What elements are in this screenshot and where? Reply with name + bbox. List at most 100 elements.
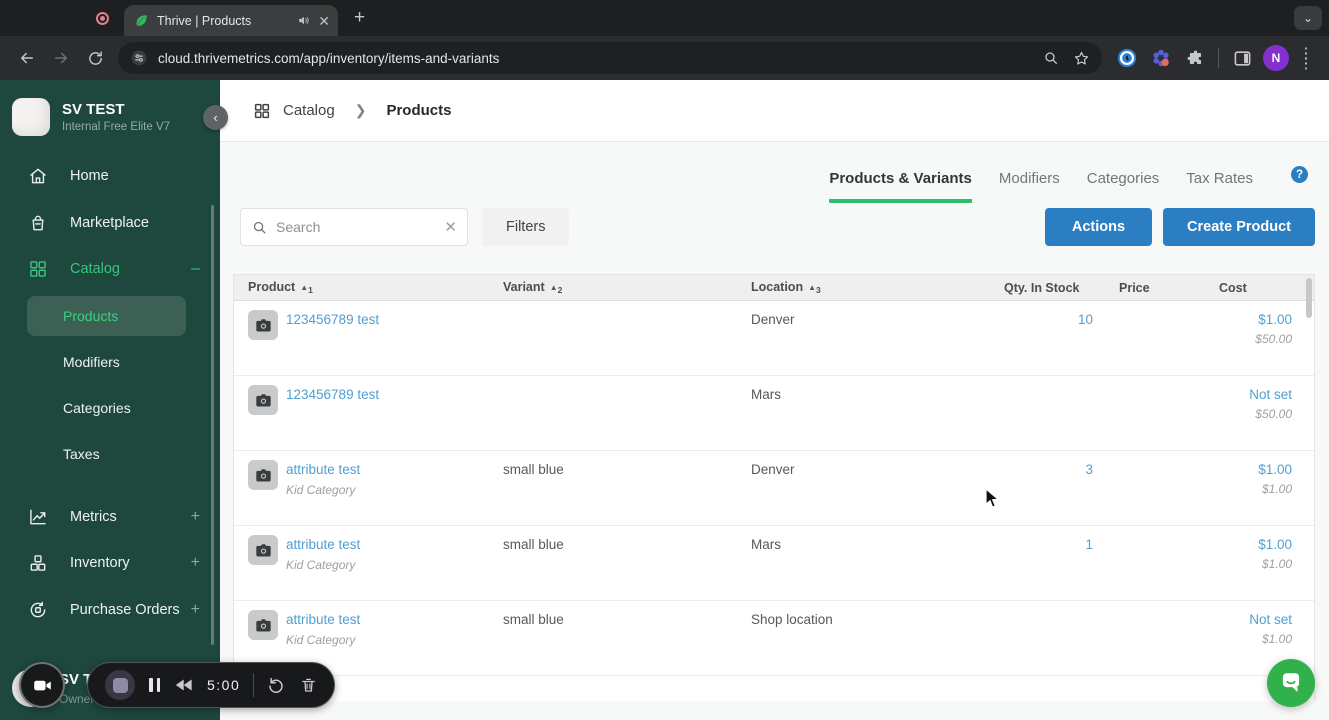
thrive-leaf-favicon — [136, 15, 147, 26]
search-icon — [253, 221, 266, 233]
browser-tab-bar: Thrive | Products ✕ + ⌄ — [0, 0, 1329, 36]
sidebar-item-purchase-orders[interactable]: Purchase Orders + — [0, 587, 220, 634]
cost-value: $1.00 — [1261, 557, 1292, 571]
org-header[interactable]: SV TEST Internal Free Elite V7 — [0, 80, 220, 150]
rewind-icon[interactable] — [175, 677, 194, 693]
product-link[interactable]: attribute test — [286, 537, 361, 552]
sidebar-item-marketplace[interactable]: Marketplace — [0, 200, 220, 247]
column-header-location[interactable]: Location ▲3 — [751, 280, 821, 295]
price-link[interactable]: $1.00 — [1258, 462, 1292, 477]
back-icon[interactable] — [12, 43, 42, 73]
browser-tab[interactable]: Thrive | Products ✕ — [124, 5, 338, 36]
qty-link[interactable]: 10 — [1077, 312, 1093, 327]
tab-tax-rates[interactable]: Tax Rates — [1186, 170, 1253, 187]
product-link[interactable]: 123456789 test — [286, 312, 380, 327]
sidebar-item-metrics[interactable]: Metrics + — [0, 494, 220, 541]
sidebar-item-inventory[interactable]: Inventory + — [0, 540, 220, 587]
home-icon — [28, 166, 48, 186]
qty-in-stock-cell — [990, 376, 1105, 450]
table-scrollbar[interactable] — [1306, 278, 1312, 318]
table-row[interactable]: attribute test Kid Category small blue Mars… — [234, 526, 1314, 601]
search-input[interactable] — [276, 219, 445, 235]
expand-plus-icon[interactable]: + — [190, 507, 200, 525]
browser-menu-icon[interactable]: ⋮ ⋮ ⋮ — [1298, 44, 1314, 72]
forward-icon[interactable] — [46, 43, 76, 73]
table-row[interactable]: 123456789 test Denver 10 $1.00 $50.00 — [234, 301, 1314, 376]
reload-icon[interactable] — [80, 43, 110, 73]
sidebar-subitem-taxes[interactable]: Taxes — [0, 431, 220, 477]
sidebar-scrollbar[interactable] — [211, 205, 214, 645]
tab-modifiers[interactable]: Modifiers — [998, 170, 1060, 187]
location-cell: Mars — [751, 387, 781, 402]
actions-button[interactable]: Actions — [1044, 208, 1153, 246]
extensions-puzzle-icon[interactable] — [1181, 44, 1209, 72]
tab-products-variants[interactable]: Products & Variants — [829, 170, 972, 203]
password-manager-extension-icon[interactable] — [1113, 44, 1141, 72]
create-product-button[interactable]: Create Product — [1163, 208, 1315, 246]
filters-button[interactable]: Filters — [482, 208, 570, 246]
toolbar-divider — [1218, 48, 1219, 68]
table-row[interactable]: attribute test Kid Category small blue Shop… — [234, 601, 1314, 676]
collapse-minus-icon[interactable]: – — [191, 260, 200, 278]
table-controls: ✕ Filters Actions Create Product — [220, 200, 1329, 246]
sidebar-collapse-button[interactable]: ‹ — [203, 105, 228, 130]
tab-categories[interactable]: Categories — [1086, 170, 1160, 187]
sidebar-item-catalog[interactable]: Catalog – — [0, 246, 220, 293]
expand-plus-icon[interactable]: + — [190, 554, 200, 572]
camera-toggle-button[interactable] — [19, 662, 65, 708]
column-header-product[interactable]: Product ▲1 — [248, 280, 313, 295]
qty-link[interactable]: 1 — [1085, 537, 1093, 552]
help-icon[interactable]: ? — [1291, 166, 1308, 183]
variant-cell — [489, 376, 737, 450]
product-link[interactable]: attribute test — [286, 612, 361, 627]
product-link[interactable]: 123456789 test — [286, 387, 380, 402]
price-cell — [1105, 601, 1205, 675]
sidebar-subitem-label: Products — [63, 307, 119, 324]
column-header-cost[interactable]: Cost — [1219, 280, 1247, 295]
tab-close-icon[interactable]: ✕ — [318, 12, 330, 29]
sidebar-item-home[interactable]: Home — [0, 153, 220, 200]
price-link[interactable]: $1.00 — [1258, 312, 1292, 327]
stop-recording-button[interactable] — [105, 670, 135, 700]
marketplace-icon — [28, 213, 48, 233]
delete-recording-icon[interactable] — [300, 676, 317, 694]
chat-widget-button[interactable] — [1267, 659, 1315, 707]
tab-audio-icon[interactable] — [297, 14, 310, 27]
tab-list-chevron-button[interactable]: ⌄ — [1294, 6, 1322, 30]
qty-link[interactable]: 3 — [1085, 462, 1093, 477]
sidebar-subitem-modifiers[interactable]: Modifiers — [0, 339, 220, 385]
flower-extension-icon[interactable] — [1147, 44, 1175, 72]
cost-value: $50.00 — [1255, 407, 1292, 421]
pause-recording-button[interactable] — [149, 678, 160, 692]
sidebar-subitem-categories[interactable]: Categories — [0, 385, 220, 431]
location-cell: Mars — [751, 537, 781, 552]
search-box[interactable]: ✕ — [240, 208, 468, 246]
table-header: Product ▲1 Variant ▲2 Location ▲3 Qty. In Stoc… — [234, 275, 1314, 301]
side-panel-icon[interactable] — [1228, 44, 1256, 72]
price-link[interactable]: Not set — [1249, 612, 1292, 627]
column-header-qty-in-stock[interactable]: Qty. In Stock — [1004, 280, 1080, 295]
new-tab-button[interactable]: + — [354, 7, 366, 28]
table-row[interactable]: 123456789 test Mars Not set $50.00 — [234, 376, 1314, 451]
bookmark-star-icon[interactable] — [1073, 50, 1090, 67]
sidebar-subitem-products[interactable]: Products — [0, 293, 220, 339]
column-header-variant[interactable]: Variant ▲2 — [503, 280, 563, 295]
url-bar[interactable]: cloud.thrivemetrics.com/app/inventory/it… — [118, 42, 1102, 74]
restart-recording-icon[interactable] — [267, 676, 285, 694]
expand-plus-icon[interactable]: + — [190, 600, 200, 618]
column-header-price[interactable]: Price — [1119, 280, 1150, 295]
sidebar-item-label: Marketplace — [70, 214, 149, 231]
search-tabs-icon[interactable] — [1043, 50, 1059, 66]
price-cell — [1105, 301, 1205, 375]
product-link[interactable]: attribute test — [286, 462, 361, 477]
site-settings-icon[interactable] — [130, 49, 148, 67]
profile-avatar[interactable]: N — [1262, 44, 1290, 72]
price-link[interactable]: $1.00 — [1258, 537, 1292, 552]
search-clear-icon[interactable]: ✕ — [444, 219, 457, 236]
price-link[interactable]: Not set — [1249, 387, 1292, 402]
url-text[interactable]: cloud.thrivemetrics.com/app/inventory/it… — [158, 50, 500, 66]
breadcrumb-section[interactable]: Catalog — [283, 102, 335, 119]
product-category: Kid Category — [286, 558, 356, 572]
sort-order-number: 2 — [557, 285, 563, 295]
table-row[interactable]: attribute test Kid Category small blue Denv… — [234, 451, 1314, 526]
